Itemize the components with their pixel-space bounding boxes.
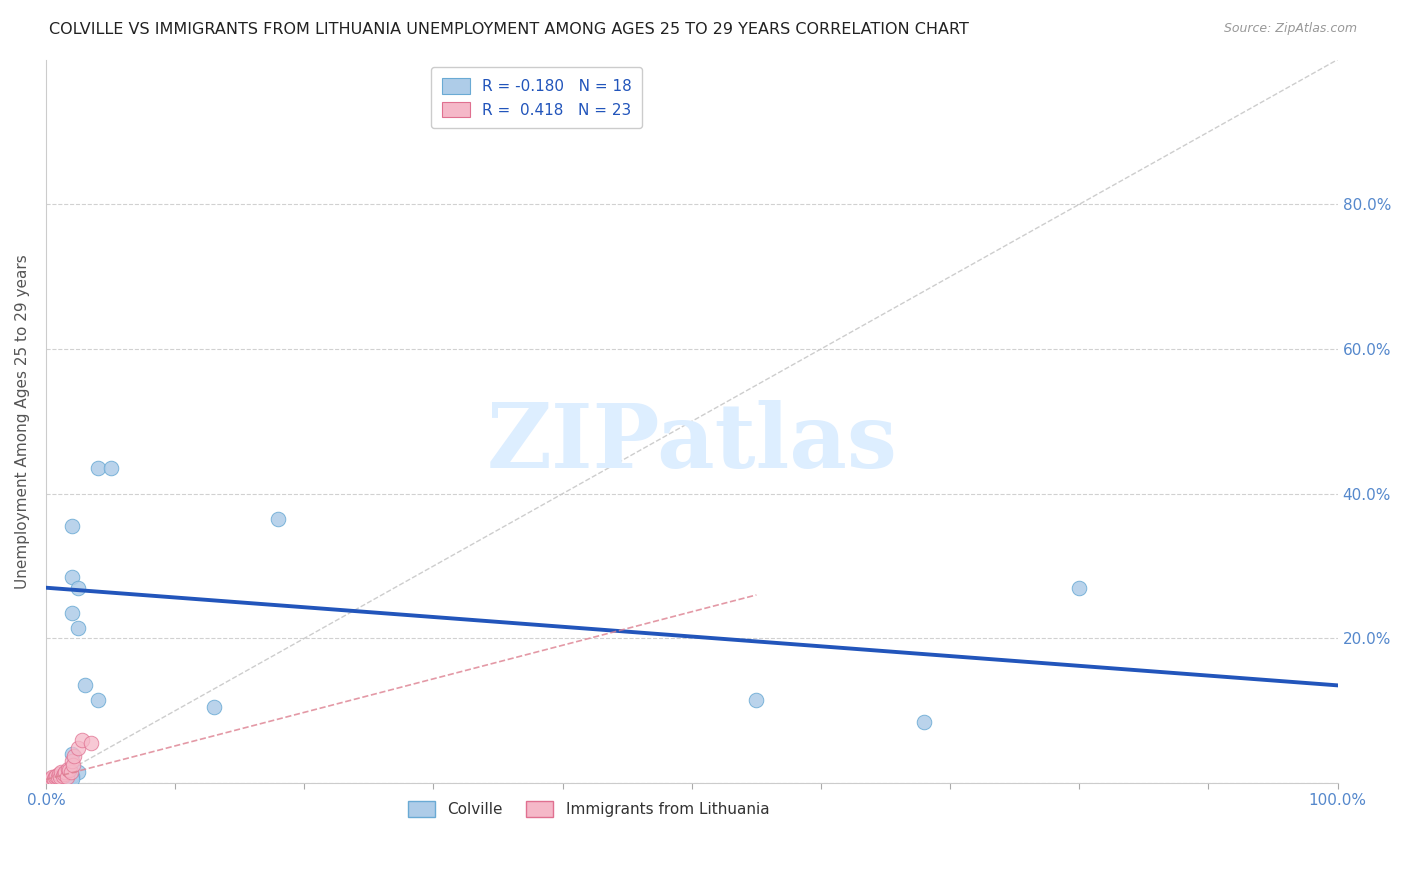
Point [60,755,83,769]
Point [51,765,73,780]
Point [58,763,80,777]
Point [63,748,86,763]
Point [70,732,93,747]
Point [55,770,77,784]
Point [73,678,96,692]
Point [48,767,70,781]
Point [49,770,72,784]
Point [62,758,84,772]
Point [46,770,69,784]
Text: COLVILLE VS IMMIGRANTS FROM LITHUANIA UNEMPLOYMENT AMONG AGES 25 TO 29 YEARS COR: COLVILLE VS IMMIGRANTS FROM LITHUANIA UN… [49,22,969,37]
Point [912,714,935,729]
Point [60,769,83,783]
Point [60,606,83,620]
Point [86,693,108,707]
Point [67,581,90,595]
Point [745,693,768,707]
Point [80,736,103,750]
Point [267,512,290,526]
Point [86,461,108,475]
Point [45,769,67,783]
Legend: Colville, Immigrants from Lithuania: Colville, Immigrants from Lithuania [398,792,779,826]
Point [56,762,79,776]
Text: ZIPatlas: ZIPatlas [486,400,897,486]
Point [42,772,65,787]
Point [60,570,83,584]
Point [60,747,83,761]
Point [44,770,66,784]
Y-axis label: Unemployment Among Ages 25 to 29 years: Unemployment Among Ages 25 to 29 years [15,254,30,589]
Point [41,770,63,784]
Point [39,772,62,787]
Point [1069,581,1091,595]
Point [67,741,90,756]
Point [53,765,76,780]
Point [60,519,83,533]
Point [59,765,82,780]
Point [60,772,83,787]
Point [67,765,90,780]
Point [100,461,122,475]
Text: Source: ZipAtlas.com: Source: ZipAtlas.com [1223,22,1357,36]
Point [53,767,76,781]
Point [202,700,225,714]
Point [38,772,60,787]
Point [67,620,90,634]
Point [52,769,75,783]
